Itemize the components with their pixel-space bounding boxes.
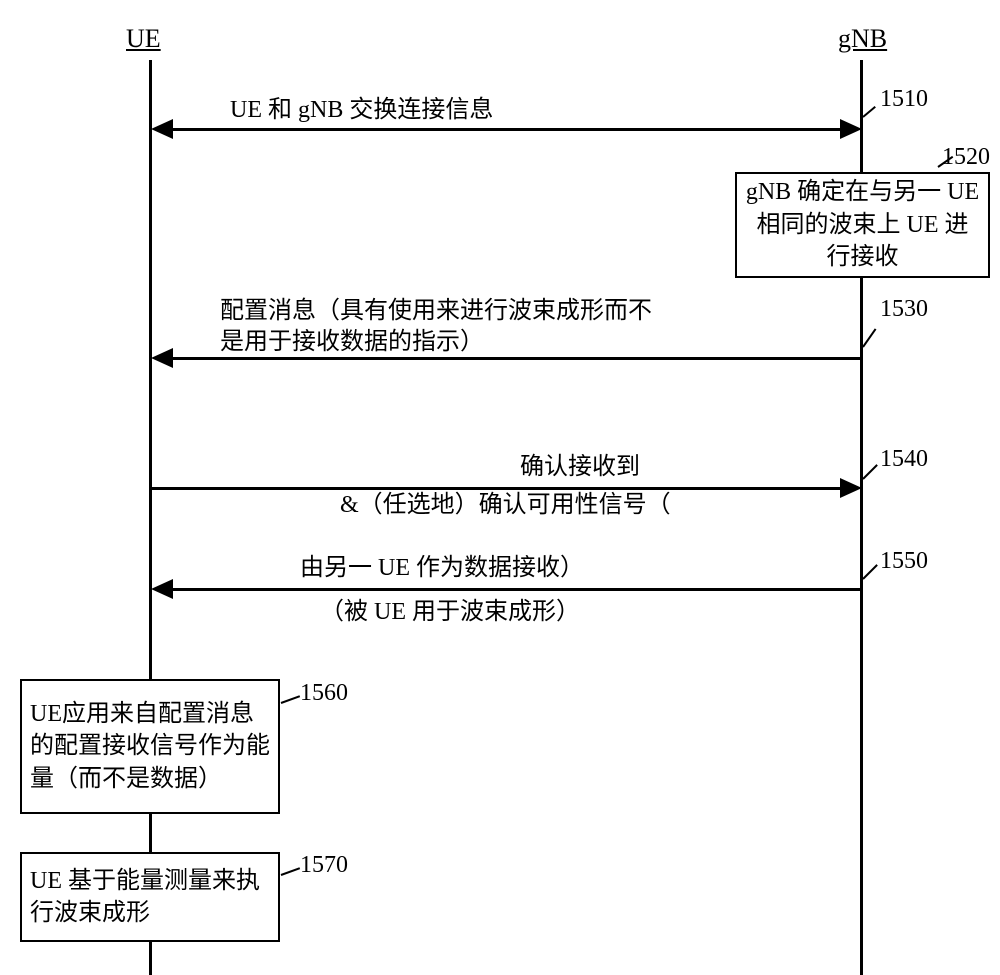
ref-1510-leader xyxy=(862,106,876,118)
msg-1530-text-l1: 配置消息（具有使用来进行波束成形而不 xyxy=(220,298,652,324)
ref-1560: 1560 xyxy=(300,680,348,707)
msg-1510-arrow-right xyxy=(840,119,862,139)
msg-1550-text-l1: 由另一 UE 作为数据接收） xyxy=(300,553,800,584)
box-1570: UE 基于能量测量来执行波束成形 xyxy=(20,852,280,942)
ref-1570-leader xyxy=(281,867,300,876)
msg-1530-text: 配置消息（具有使用来进行波束成形而不 是用于接收数据的指示） xyxy=(220,296,800,358)
actor-ue-label: UE xyxy=(126,24,161,54)
msg-1530-text-l2: 是用于接收数据的指示） xyxy=(220,329,484,355)
ref-1550: 1550 xyxy=(880,548,928,575)
msg-1540-text-l1: 确认接收到 xyxy=(520,452,820,483)
box-1520: gNB 确定在与另一 UE 相同的波束上 UE 进行接收 xyxy=(735,172,990,278)
ref-1560-leader xyxy=(281,695,300,704)
ref-1530: 1530 xyxy=(880,296,928,323)
ref-1550-leader xyxy=(862,564,878,580)
ref-1540-leader xyxy=(862,464,878,480)
msg-1550-text-l2: （被 UE 用于波束成形） xyxy=(320,597,780,628)
msg-1530-arrow xyxy=(151,348,173,368)
ref-1510: 1510 xyxy=(880,86,928,113)
ue-lifeline xyxy=(149,60,152,975)
msg-1550-line xyxy=(168,588,862,591)
msg-1510-text: UE 和 gNB 交换连接信息 xyxy=(230,95,710,126)
ref-1570: 1570 xyxy=(300,852,348,879)
box-1560: UE应用来自配置消息的配置接收信号作为能量（而不是数据） xyxy=(20,679,280,814)
ref-1540: 1540 xyxy=(880,446,928,473)
msg-1510-arrow-left xyxy=(151,119,173,139)
msg-1550-arrow xyxy=(151,579,173,599)
msg-1510-line xyxy=(168,128,846,131)
ref-1530-leader xyxy=(862,328,876,347)
actor-gnb-label: gNB xyxy=(838,24,887,54)
msg-1540-text-l2: &（任选地）确认可用性信号（ xyxy=(340,490,860,521)
